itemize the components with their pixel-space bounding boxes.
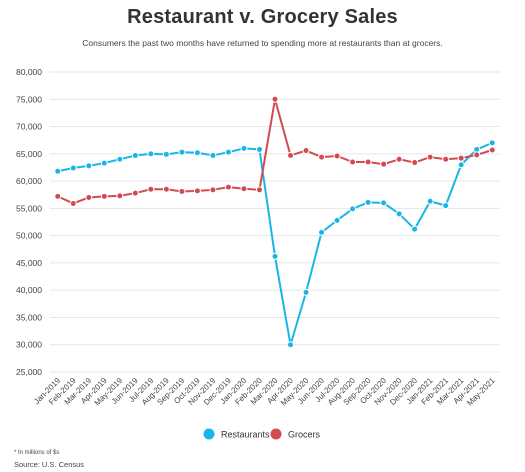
y-tick-label: 75,000 bbox=[16, 94, 42, 104]
data-point-restaurants bbox=[193, 149, 201, 157]
data-point-restaurants bbox=[116, 155, 124, 163]
data-point-restaurants bbox=[457, 161, 465, 169]
data-point-restaurants bbox=[224, 148, 232, 156]
data-point-grocers bbox=[131, 189, 139, 197]
data-point-grocers bbox=[271, 95, 279, 103]
units-note: * In millions of $s bbox=[14, 450, 60, 456]
x-axis: Jan-2019Feb-2019Mar-2019Apr-2019May-2019… bbox=[32, 376, 497, 408]
legend-label-grocers: Grocers bbox=[288, 430, 321, 440]
data-point-restaurants bbox=[426, 197, 434, 205]
data-point-restaurants bbox=[85, 162, 93, 170]
data-point-grocers bbox=[442, 155, 450, 163]
data-point-grocers bbox=[54, 192, 62, 200]
y-tick-label: 65,000 bbox=[16, 149, 42, 159]
data-point-restaurants bbox=[209, 151, 217, 159]
y-tick-label: 60,000 bbox=[16, 176, 42, 186]
data-point-restaurants bbox=[271, 252, 279, 260]
y-tick-label: 50,000 bbox=[16, 231, 42, 241]
data-point-restaurants bbox=[349, 205, 357, 213]
data-point-restaurants bbox=[147, 150, 155, 158]
data-point-grocers bbox=[302, 147, 310, 155]
data-point-restaurants bbox=[318, 228, 326, 236]
data-point-grocers bbox=[100, 192, 108, 200]
data-point-restaurants bbox=[240, 144, 248, 152]
data-point-grocers bbox=[488, 146, 496, 154]
data-point-grocers bbox=[209, 186, 217, 194]
y-tick-label: 40,000 bbox=[16, 285, 42, 295]
data-point-grocers bbox=[318, 153, 326, 161]
data-point-restaurants bbox=[287, 341, 295, 349]
data-point-restaurants bbox=[411, 225, 419, 233]
data-point-grocers bbox=[85, 193, 93, 201]
data-point-restaurants bbox=[54, 167, 62, 175]
y-tick-label: 80,000 bbox=[16, 67, 42, 77]
data-point-restaurants bbox=[333, 216, 341, 224]
legend-marker-grocers bbox=[270, 428, 282, 440]
data-point-grocers bbox=[178, 187, 186, 195]
data-point-grocers bbox=[457, 154, 465, 162]
data-point-grocers bbox=[333, 152, 341, 160]
y-tick-label: 25,000 bbox=[16, 367, 42, 377]
data-point-grocers bbox=[224, 183, 232, 191]
data-point-grocers bbox=[426, 153, 434, 161]
source-note: Source: U.S. Census bbox=[14, 460, 85, 469]
data-point-restaurants bbox=[162, 150, 170, 158]
data-point-grocers bbox=[349, 158, 357, 166]
grid-lines bbox=[50, 71, 500, 373]
y-tick-label: 30,000 bbox=[16, 340, 42, 350]
line-chart: 25,000 30,000 35,000 40,000 45,000 50,000 55,0… bbox=[16, 67, 500, 440]
data-point-grocers bbox=[364, 158, 372, 166]
data-point-grocers bbox=[116, 192, 124, 200]
data-point-grocers bbox=[395, 155, 403, 163]
series-lines bbox=[54, 95, 496, 349]
data-point-restaurants bbox=[255, 145, 263, 153]
data-point-grocers bbox=[193, 187, 201, 195]
data-point-grocers bbox=[473, 151, 481, 159]
data-point-restaurants bbox=[488, 139, 496, 147]
data-point-grocers bbox=[380, 160, 388, 168]
y-tick-label: 35,000 bbox=[16, 312, 42, 322]
y-tick-label: 55,000 bbox=[16, 203, 42, 213]
legend-marker-restaurants bbox=[203, 428, 215, 440]
data-point-restaurants bbox=[442, 202, 450, 210]
data-point-grocers bbox=[287, 151, 295, 159]
data-point-restaurants bbox=[364, 198, 372, 206]
y-axis: 25,000 30,000 35,000 40,000 45,000 50,000 55,0… bbox=[16, 67, 42, 377]
data-point-grocers bbox=[147, 185, 155, 193]
data-point-restaurants bbox=[178, 148, 186, 156]
legend-label-restaurants: Restaurants bbox=[221, 430, 270, 440]
data-point-grocers bbox=[162, 185, 170, 193]
series-line-grocers bbox=[57, 98, 493, 205]
data-point-grocers bbox=[411, 159, 419, 167]
y-tick-label: 70,000 bbox=[16, 122, 42, 132]
data-point-restaurants bbox=[100, 159, 108, 167]
data-point-restaurants bbox=[131, 151, 139, 159]
data-point-restaurants bbox=[395, 210, 403, 218]
data-point-grocers bbox=[255, 186, 263, 194]
data-point-grocers bbox=[240, 185, 248, 193]
legend: Restaurants Grocers bbox=[203, 428, 321, 440]
series-line-restaurants bbox=[57, 141, 493, 346]
data-point-restaurants bbox=[380, 199, 388, 207]
data-point-restaurants bbox=[69, 164, 77, 172]
chart-title: Restaurant v. Grocery Sales bbox=[127, 6, 398, 28]
chart-subtitle: Consumers the past two months have retur… bbox=[82, 38, 443, 48]
data-point-restaurants bbox=[302, 288, 310, 296]
data-point-grocers bbox=[69, 199, 77, 207]
y-tick-label: 45,000 bbox=[16, 258, 42, 268]
